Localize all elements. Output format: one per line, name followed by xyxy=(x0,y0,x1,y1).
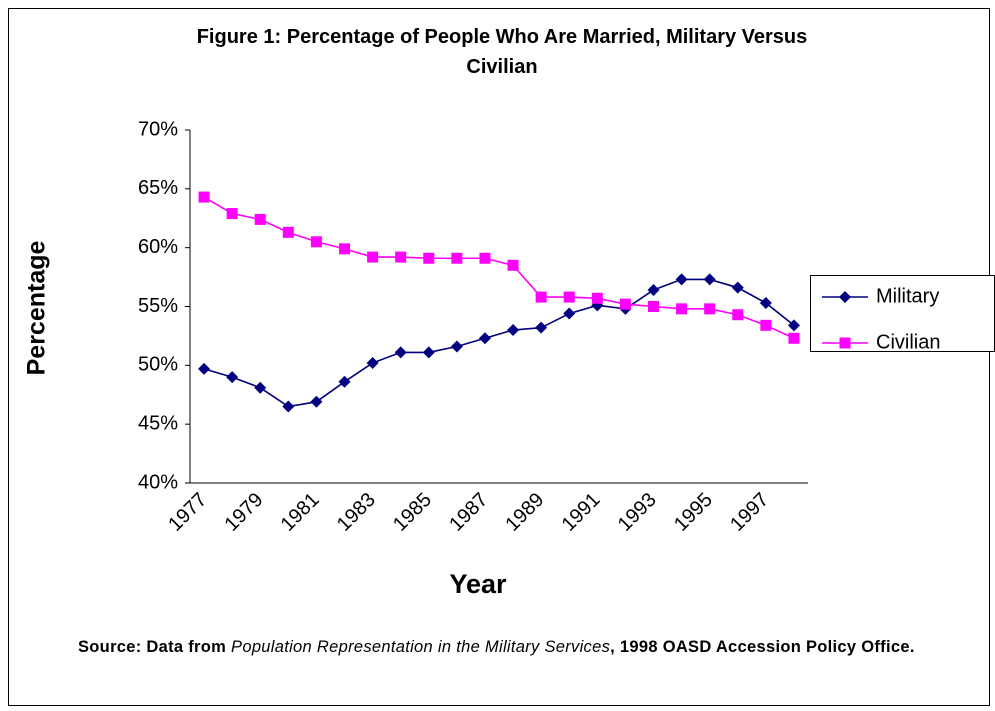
data-point xyxy=(254,213,266,225)
data-point xyxy=(479,252,491,264)
data-point xyxy=(226,208,238,220)
data-point xyxy=(704,303,716,315)
source-rest: , 1998 OASD Accession Policy Office. xyxy=(610,638,915,656)
source-note: Source: Data from Population Representat… xyxy=(78,632,958,662)
legend-marker xyxy=(839,337,851,349)
data-point xyxy=(675,273,688,286)
data-point xyxy=(563,307,576,320)
data-point xyxy=(703,273,716,286)
y-tick-label: 55% xyxy=(138,295,178,317)
data-point xyxy=(310,236,322,248)
data-point xyxy=(563,291,575,303)
data-point xyxy=(759,296,772,309)
y-tick-label: 50% xyxy=(138,354,178,376)
data-point xyxy=(451,252,463,264)
data-point xyxy=(395,251,407,263)
y-tick-label: 60% xyxy=(138,236,178,258)
y-tick-label: 65% xyxy=(138,177,178,199)
data-point xyxy=(591,292,603,304)
source-lead: Source: Data from xyxy=(78,638,227,656)
data-point xyxy=(619,298,631,310)
legend-label: Military xyxy=(876,285,939,307)
data-point xyxy=(226,371,239,384)
x-tick-label: 1983 xyxy=(333,489,380,536)
x-tick-label: 1985 xyxy=(389,489,436,536)
data-point xyxy=(310,395,323,408)
data-point xyxy=(535,321,548,334)
y-tick-label: 70% xyxy=(138,118,178,140)
data-point xyxy=(507,324,520,337)
data-point xyxy=(676,303,688,315)
data-point xyxy=(338,375,351,388)
data-point xyxy=(198,191,210,203)
series-line xyxy=(203,278,795,408)
data-point xyxy=(339,243,350,255)
data-point xyxy=(422,346,435,359)
x-tick-label: 1977 xyxy=(164,489,211,536)
data-point xyxy=(478,332,491,345)
data-point xyxy=(535,291,547,303)
x-axis-label: Year xyxy=(449,569,507,599)
chart-title: Figure 1: Percentage of People Who Are M… xyxy=(196,26,808,78)
data-point xyxy=(198,362,211,375)
data-point xyxy=(423,252,435,264)
x-tick-label: 1989 xyxy=(501,489,548,536)
data-point xyxy=(282,226,294,238)
data-point xyxy=(731,281,744,294)
chart-frame xyxy=(8,8,990,706)
data-point xyxy=(254,381,267,394)
data-point xyxy=(732,309,744,321)
x-tick-label: 1995 xyxy=(670,489,717,536)
x-tick-label: 1993 xyxy=(614,489,661,536)
x-tick-label: 1981 xyxy=(277,489,324,536)
data-point xyxy=(282,400,295,413)
data-point xyxy=(787,319,800,332)
data-point xyxy=(507,259,519,271)
data-point xyxy=(367,251,379,263)
data-point xyxy=(394,346,407,359)
x-tick-label: 1991 xyxy=(558,489,605,536)
data-point xyxy=(788,332,800,344)
x-tick-label: 1987 xyxy=(445,489,492,536)
x-tick-label: 1979 xyxy=(220,489,267,536)
series-line xyxy=(203,196,795,339)
data-point xyxy=(366,356,379,369)
data-point xyxy=(648,301,659,312)
data-point xyxy=(647,284,660,297)
legend-marker xyxy=(839,291,851,303)
legend-label: Civilian xyxy=(876,331,940,353)
data-point xyxy=(760,319,772,331)
source-work: Population Representation in the Militar… xyxy=(231,638,611,656)
y-axis-label: Percentage xyxy=(23,241,51,376)
y-tick-label: 45% xyxy=(138,412,178,434)
y-tick-label: 40% xyxy=(138,471,178,493)
data-point xyxy=(450,340,463,353)
x-tick-label: 1997 xyxy=(726,489,773,536)
